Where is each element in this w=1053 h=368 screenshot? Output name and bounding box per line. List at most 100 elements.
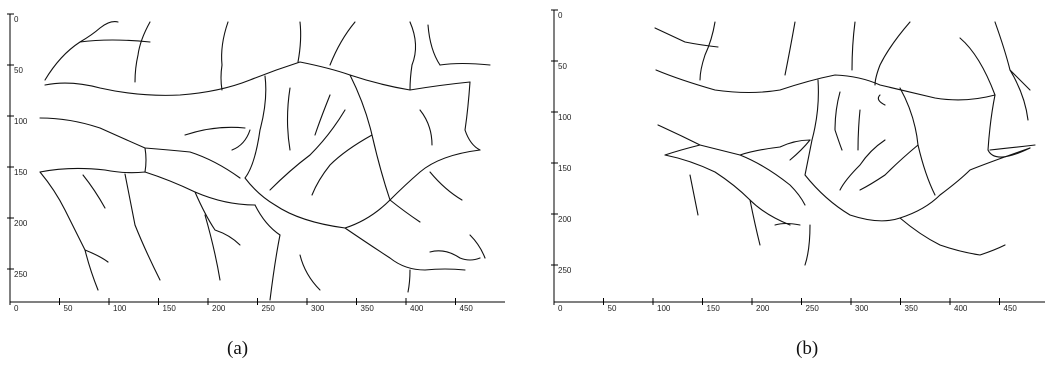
channel — [874, 21, 911, 86]
x-tick-label: 250 — [262, 304, 276, 313]
channel — [774, 222, 801, 226]
channel — [859, 144, 919, 191]
channel — [299, 254, 321, 291]
channel — [134, 21, 151, 83]
channel — [427, 24, 441, 66]
channel — [39, 167, 256, 206]
channel — [899, 217, 1006, 256]
channel — [82, 174, 106, 209]
channel — [749, 199, 761, 246]
x-tick-label: 0 — [14, 304, 19, 313]
channel — [409, 21, 417, 91]
channel — [269, 109, 346, 191]
channel — [899, 87, 936, 196]
x-tick-label: 350 — [361, 304, 375, 313]
axes-b: 0 50 100 150 200 250 300 350 400 450 0 50 100 150 200 2… — [551, 9, 1045, 313]
y-tick-label: 200 — [558, 215, 572, 224]
x-tick-label: 350 — [905, 304, 919, 313]
channel — [429, 250, 481, 261]
y-tick-label: 50 — [558, 62, 567, 71]
channel — [44, 21, 119, 81]
x-tick-label: 300 — [855, 304, 869, 313]
channel — [989, 144, 1036, 151]
channel — [877, 94, 886, 106]
x-tick-label: 250 — [806, 304, 820, 313]
x-tick-label: 150 — [163, 304, 177, 313]
channel — [739, 139, 811, 156]
network-a — [39, 21, 491, 301]
x-tick-label: 450 — [1004, 304, 1018, 313]
channel — [429, 171, 463, 201]
channel — [84, 249, 109, 263]
channel — [144, 147, 147, 173]
x-tick-label: 300 — [311, 304, 325, 313]
channel — [464, 81, 481, 151]
channel — [286, 87, 291, 151]
channel — [124, 173, 161, 281]
channel — [851, 21, 856, 71]
channel — [959, 37, 996, 96]
drainage-network-b: 0 50 100 150 200 250 300 350 400 450 0 50 100 150 200 2… — [551, 9, 1045, 313]
channel — [389, 199, 421, 223]
channel — [349, 74, 391, 201]
x-tick-label: 100 — [657, 304, 671, 313]
x-tick-label: 400 — [410, 304, 424, 313]
channel — [204, 214, 221, 281]
panel-b: 0 50 100 150 200 250 300 350 400 450 0 50 100 150 200 2… — [540, 0, 1053, 368]
x-tick-label: 200 — [212, 304, 226, 313]
x-tick-label: 450 — [460, 304, 474, 313]
drainage-network-a: 0 50 100 150 200 250 300 350 400 450 0 50 100 150 200 2… — [7, 13, 505, 313]
x-tick-label: 50 — [608, 304, 617, 313]
y-tick-label: 200 — [14, 219, 28, 228]
channel — [784, 21, 796, 76]
panel-caption-b: (b) — [796, 338, 819, 359]
x-tick-label: 100 — [113, 304, 127, 313]
channel — [839, 139, 886, 191]
channel — [1009, 69, 1029, 121]
x-tick-label: 0 — [558, 304, 563, 313]
channel — [344, 227, 466, 271]
channel — [244, 75, 481, 229]
channel — [664, 154, 791, 226]
channel — [254, 204, 281, 236]
x-tick-label: 150 — [707, 304, 721, 313]
channel — [184, 126, 246, 136]
y-tick-label: 100 — [14, 117, 28, 126]
channel — [419, 109, 433, 146]
channel — [654, 27, 719, 48]
y-tick-label: 150 — [558, 164, 572, 173]
channel — [39, 171, 99, 291]
channel — [269, 234, 281, 301]
channel — [469, 234, 486, 259]
channel — [664, 144, 701, 156]
channel — [789, 139, 811, 161]
channel — [804, 79, 1031, 222]
channel — [44, 61, 471, 96]
channel — [329, 21, 356, 66]
channel — [994, 21, 1031, 91]
channel — [699, 21, 716, 81]
channel — [987, 94, 1031, 158]
y-tick-label: 0 — [14, 15, 19, 24]
y-tick-label: 50 — [14, 66, 23, 75]
y-tick-label: 250 — [558, 266, 572, 275]
channel — [857, 109, 861, 151]
x-tick-label: 200 — [756, 304, 770, 313]
channel — [407, 269, 411, 293]
channel — [314, 94, 331, 136]
channel — [689, 174, 699, 216]
y-tick-label: 250 — [14, 270, 28, 279]
panel-caption-a: (a) — [227, 338, 249, 359]
channel — [657, 124, 806, 206]
channel — [311, 134, 373, 196]
channel — [79, 39, 151, 43]
channel — [655, 69, 996, 101]
y-tick-label: 100 — [558, 113, 572, 122]
channel — [231, 129, 251, 151]
channel — [194, 191, 241, 246]
x-tick-label: 400 — [954, 304, 968, 313]
y-tick-label: 0 — [558, 11, 563, 20]
channel — [834, 91, 843, 151]
network-b — [654, 21, 1036, 266]
channel — [439, 62, 491, 66]
